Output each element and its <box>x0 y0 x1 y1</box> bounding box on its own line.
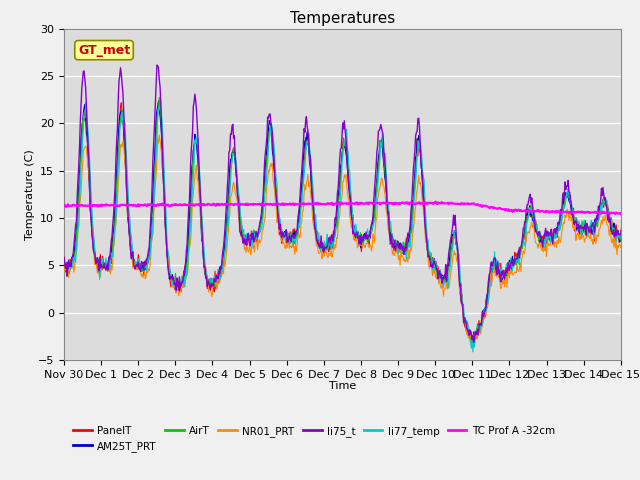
Title: Temperatures: Temperatures <box>290 11 395 26</box>
Y-axis label: Temperature (C): Temperature (C) <box>25 149 35 240</box>
Legend: PanelT, AM25T_PRT, AirT, NR01_PRT, li75_t, li77_temp, TC Prof A -32cm: PanelT, AM25T_PRT, AirT, NR01_PRT, li75_… <box>69 421 559 456</box>
Text: GT_met: GT_met <box>78 44 130 57</box>
X-axis label: Time: Time <box>329 381 356 391</box>
